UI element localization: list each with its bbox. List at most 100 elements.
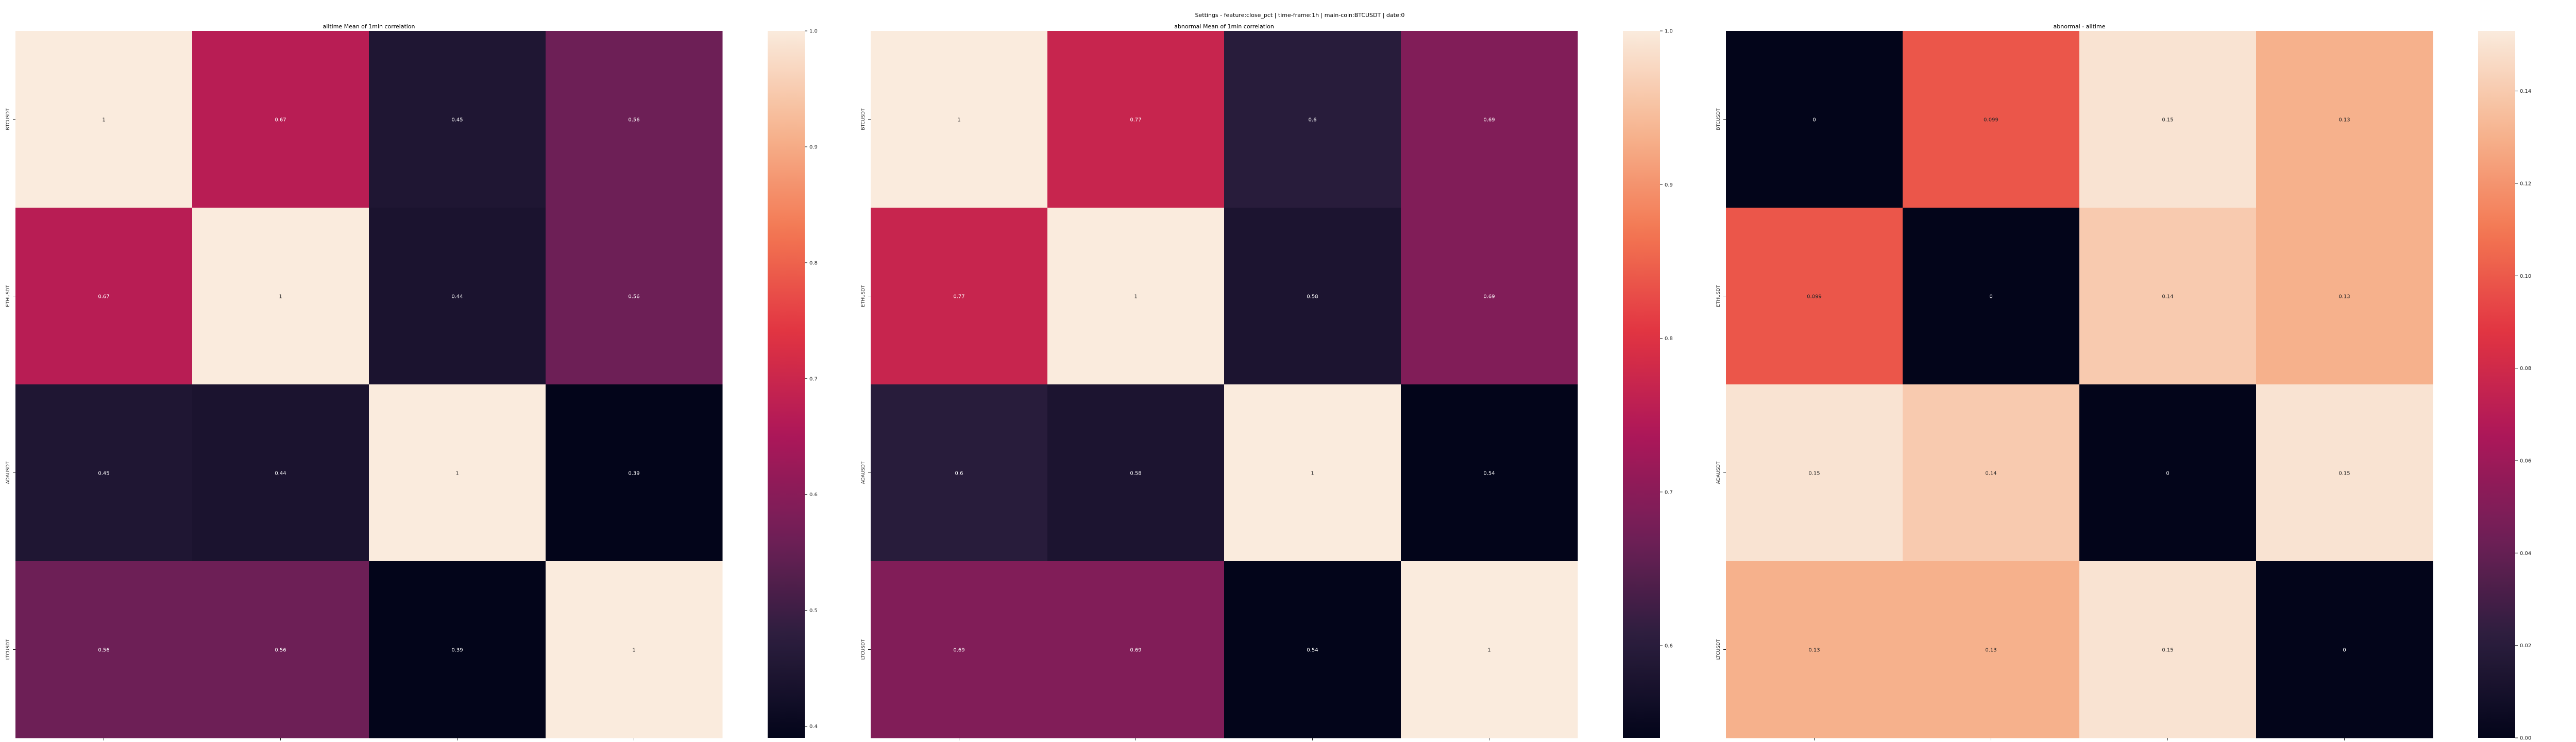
heatmap-cell-label: 0.56 bbox=[628, 117, 639, 123]
heatmap-cell-label: 0.58 bbox=[1130, 471, 1141, 477]
heatmap-cell bbox=[1401, 31, 1578, 208]
heatmap-cell-label: 1 bbox=[1487, 648, 1490, 653]
y-tick-label: LTCUSDT bbox=[1716, 639, 1721, 660]
heatmap-cell bbox=[2079, 384, 2257, 562]
y-tick-label: ETHUSDT bbox=[861, 285, 866, 307]
heatmap-cell bbox=[546, 208, 723, 385]
heatmap-cell bbox=[1726, 208, 1903, 385]
heatmap-cell bbox=[15, 384, 193, 562]
colorbar bbox=[768, 31, 805, 738]
heatmap-title: abnormal - alltime bbox=[2054, 23, 2106, 30]
colorbar-tick-label: 0.6 bbox=[809, 492, 818, 498]
heatmap-cell bbox=[546, 384, 723, 562]
heatmap-cell bbox=[1401, 561, 1578, 738]
heatmap-cell-label: 0.45 bbox=[98, 471, 109, 477]
colorbar-tick-label: 0.04 bbox=[2520, 551, 2531, 556]
heatmap-cell-label: 1 bbox=[279, 294, 282, 300]
heatmap-cell bbox=[1726, 561, 1903, 738]
y-tick-label: LTCUSDT bbox=[6, 639, 11, 660]
heatmap-cell bbox=[192, 384, 369, 562]
colorbar-tick-label: 1.0 bbox=[809, 29, 818, 35]
heatmap-cell-label: 0.44 bbox=[451, 294, 463, 300]
colorbar-tick-label: 0.10 bbox=[2520, 274, 2531, 279]
heatmap-cell-label: 0.099 bbox=[1984, 117, 1998, 123]
heatmap-panel: abnormal - alltime 0 0.099 0.15 0.13 0.099 0 0.… bbox=[1716, 23, 2531, 741]
heatmap-cell bbox=[1903, 208, 2080, 385]
heatmap-cell-label: 0 bbox=[1989, 294, 1992, 300]
heatmap-cell-label: 0.13 bbox=[2338, 117, 2350, 123]
heatmap-cell bbox=[1224, 561, 1401, 738]
heatmap-cell bbox=[1224, 208, 1401, 385]
colorbar-tick-label: 0.00 bbox=[2520, 736, 2531, 741]
y-tick-label: BTCUSDT bbox=[1716, 108, 1721, 130]
heatmap-cell bbox=[369, 31, 546, 208]
heatmap-cell-label: 0.39 bbox=[628, 471, 639, 477]
heatmap-cell-label: 1 bbox=[632, 648, 635, 653]
heatmap-cell bbox=[871, 561, 1048, 738]
heatmap-cell-label: 0.39 bbox=[451, 648, 463, 653]
heatmap-cell-label: 1 bbox=[1311, 471, 1314, 477]
heatmap-cell bbox=[15, 561, 193, 738]
heatmap-cell-label: 0.14 bbox=[2162, 294, 2173, 300]
heatmap-panel: alltime Mean of 1min correlation 1 0.67 0.4… bbox=[6, 23, 818, 740]
heatmap-cell-label: 0.77 bbox=[1130, 117, 1141, 123]
y-tick-label: LTCUSDT bbox=[861, 639, 866, 660]
colorbar-tick-label: 0.02 bbox=[2520, 643, 2531, 649]
heatmap-cell-label: 0.13 bbox=[2338, 294, 2350, 300]
heatmap-cell bbox=[369, 561, 546, 738]
colorbar-tick-label: 0.8 bbox=[809, 260, 818, 266]
heatmap-cell bbox=[871, 31, 1048, 208]
heatmap-cell bbox=[2079, 208, 2257, 385]
heatmap-cell bbox=[2079, 561, 2257, 738]
y-tick-label: BTCUSDT bbox=[6, 108, 11, 130]
heatmap-cell-label: 0.56 bbox=[275, 648, 286, 653]
heatmap-cell-label: 0.56 bbox=[98, 648, 109, 653]
colorbar-tick-label: 0.7 bbox=[1665, 490, 1673, 495]
heatmap-cell bbox=[2079, 31, 2257, 208]
heatmap-cell-label: 0.54 bbox=[1307, 648, 1318, 653]
heatmap-cell bbox=[369, 384, 546, 562]
heatmap-cell-label: 0 bbox=[1812, 117, 1816, 123]
heatmap-cell-label: 1 bbox=[1134, 294, 1137, 300]
heatmap-cell bbox=[2256, 561, 2433, 738]
heatmap-cell-label: 0.67 bbox=[98, 294, 109, 300]
heatmap-cell-label: 0.69 bbox=[953, 648, 964, 653]
heatmap-cell bbox=[1903, 384, 2080, 562]
colorbar-tick-label: 0.5 bbox=[809, 608, 818, 614]
colorbar-tick-label: 0.14 bbox=[2520, 89, 2531, 94]
colorbar-tick-label: 0.08 bbox=[2520, 366, 2531, 372]
colorbar-tick-label: 0.06 bbox=[2520, 458, 2531, 464]
colorbar-tick-label: 0.8 bbox=[1665, 336, 1673, 342]
heatmap-cell bbox=[1401, 384, 1578, 562]
heatmap-cell-label: 1 bbox=[455, 471, 459, 477]
heatmap-cell bbox=[1224, 31, 1401, 208]
heatmap-cell bbox=[546, 31, 723, 208]
heatmap-cell-label: 0.77 bbox=[953, 294, 964, 300]
heatmap-cell-label: 0 bbox=[2166, 471, 2169, 477]
heatmap-cell-label: 0.14 bbox=[1985, 471, 1996, 477]
figure-suptitle: Settings - feature:close_pct | time-fram… bbox=[1195, 12, 1405, 19]
heatmap-cell-label: 0.44 bbox=[275, 471, 286, 477]
colorbar-tick-label: 0.6 bbox=[1665, 644, 1673, 649]
heatmap-cell bbox=[369, 208, 546, 385]
heatmap-cell bbox=[1047, 561, 1225, 738]
y-tick-label: ADAUSDT bbox=[1716, 461, 1721, 484]
heatmap-cell bbox=[192, 31, 369, 208]
heatmap-cell-label: 0.13 bbox=[1808, 648, 1820, 653]
colorbar-tick-label: 0.9 bbox=[809, 144, 818, 150]
heatmap-cell-label: 0.45 bbox=[451, 117, 463, 123]
heatmap-cell bbox=[1726, 31, 1903, 208]
heatmap-cell-label: 1 bbox=[957, 117, 960, 123]
heatmap-cell bbox=[2256, 384, 2433, 562]
heatmap-cell bbox=[1726, 384, 1903, 562]
y-tick-label: ADAUSDT bbox=[861, 461, 866, 484]
heatmap-cell bbox=[2256, 208, 2433, 385]
heatmap-cell bbox=[1047, 31, 1225, 208]
y-tick-label: ETHUSDT bbox=[6, 285, 11, 307]
heatmap-cell-label: 0.67 bbox=[275, 117, 286, 123]
colorbar-tick-label: 1.0 bbox=[1665, 29, 1673, 35]
colorbar-tick-label: 0.12 bbox=[2520, 181, 2531, 187]
heatmap-cell bbox=[192, 208, 369, 385]
heatmap-cell bbox=[1224, 384, 1401, 562]
